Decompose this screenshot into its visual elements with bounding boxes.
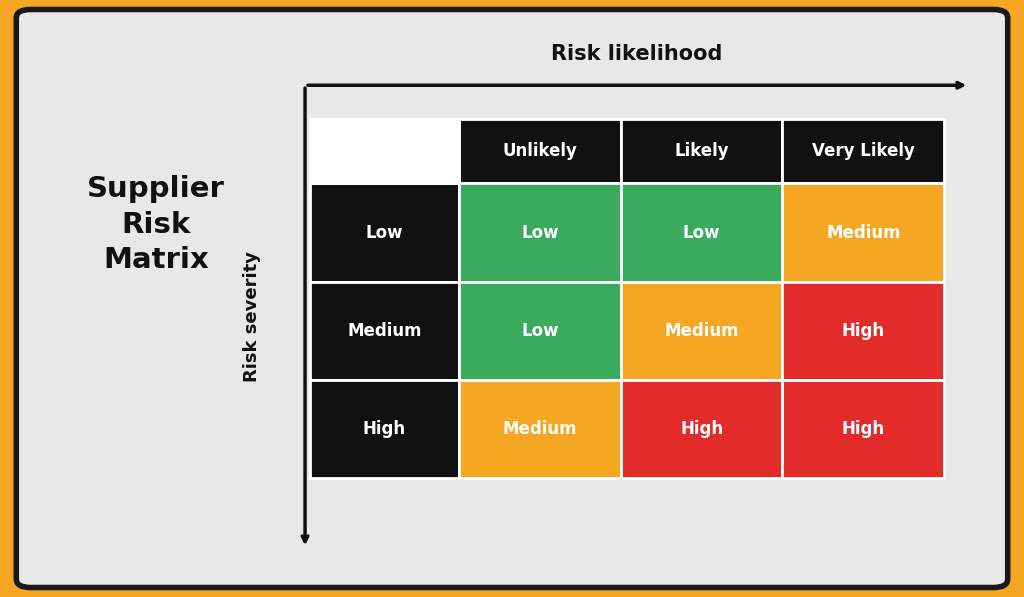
Text: Medium: Medium [503, 420, 578, 438]
Bar [310, 119, 459, 183]
Text: Supplier
Risk
Matrix: Supplier Risk Matrix [87, 175, 225, 275]
FancyBboxPatch shape [16, 10, 1008, 587]
Text: Low: Low [521, 322, 559, 340]
Bar [459, 119, 621, 183]
Bar [782, 183, 944, 282]
Bar [459, 183, 621, 282]
Bar [459, 282, 621, 380]
Bar [621, 119, 782, 183]
Bar [782, 119, 944, 183]
Text: Low: Low [683, 223, 720, 242]
Text: Risk likelihood: Risk likelihood [552, 44, 723, 64]
Bar [782, 380, 944, 478]
Bar [782, 282, 944, 380]
Bar [621, 380, 782, 478]
Text: Medium: Medium [826, 223, 900, 242]
Text: Medium: Medium [665, 322, 739, 340]
Text: Likely: Likely [675, 142, 729, 160]
Bar [459, 380, 621, 478]
Text: High: High [362, 420, 407, 438]
Text: Low: Low [521, 223, 559, 242]
Bar [310, 183, 459, 282]
Text: Risk severity: Risk severity [243, 251, 261, 382]
Bar [621, 183, 782, 282]
Bar [310, 282, 459, 380]
Bar [310, 380, 459, 478]
Text: High: High [842, 322, 885, 340]
Text: Very Likely: Very Likely [812, 142, 914, 160]
Text: High: High [680, 420, 723, 438]
Text: Unlikely: Unlikely [503, 142, 578, 160]
Text: Low: Low [366, 223, 403, 242]
Text: High: High [842, 420, 885, 438]
Text: Medium: Medium [347, 322, 422, 340]
Bar [621, 282, 782, 380]
